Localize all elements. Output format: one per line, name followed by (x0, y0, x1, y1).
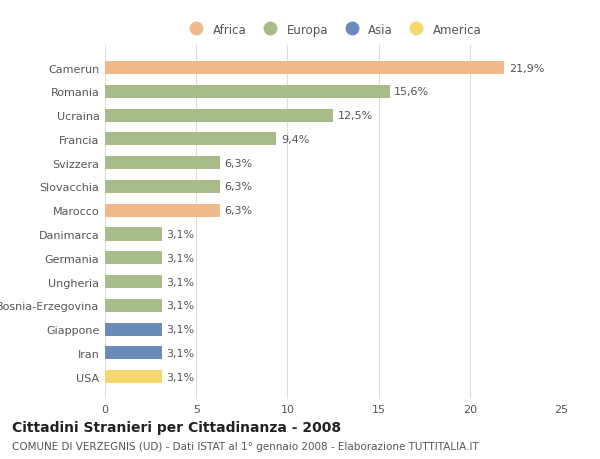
Text: 3,1%: 3,1% (166, 301, 194, 311)
Text: 3,1%: 3,1% (166, 348, 194, 358)
Bar (105, 109, 333, 123)
Bar (105, 347, 161, 359)
Bar (105, 86, 389, 99)
Bar (105, 180, 220, 194)
Text: 3,1%: 3,1% (166, 325, 194, 334)
Text: 3,1%: 3,1% (166, 230, 194, 240)
Text: 3,1%: 3,1% (166, 372, 194, 382)
Text: 15,6%: 15,6% (394, 87, 429, 97)
Text: 9,4%: 9,4% (281, 134, 310, 145)
Text: 12,5%: 12,5% (338, 111, 373, 121)
Text: COMUNE DI VERZEGNIS (UD) - Dati ISTAT al 1° gennaio 2008 - Elaborazione TUTTITAL: COMUNE DI VERZEGNIS (UD) - Dati ISTAT al… (12, 441, 479, 451)
Legend: Africa, Europa, Asia, America: Africa, Europa, Asia, America (184, 23, 482, 36)
Bar (105, 62, 505, 75)
Bar (105, 252, 161, 265)
Text: 21,9%: 21,9% (509, 63, 544, 73)
Text: Cittadini Stranieri per Cittadinanza - 2008: Cittadini Stranieri per Cittadinanza - 2… (12, 420, 341, 434)
Bar (105, 204, 220, 217)
Bar (105, 275, 161, 288)
Bar (105, 299, 161, 312)
Text: 6,3%: 6,3% (224, 182, 253, 192)
Bar (105, 157, 220, 170)
Text: 3,1%: 3,1% (166, 277, 194, 287)
Text: 3,1%: 3,1% (166, 253, 194, 263)
Bar (105, 228, 161, 241)
Bar (105, 370, 161, 383)
Text: 6,3%: 6,3% (224, 206, 253, 216)
Text: 6,3%: 6,3% (224, 158, 253, 168)
Bar (105, 323, 161, 336)
Bar (105, 133, 277, 146)
